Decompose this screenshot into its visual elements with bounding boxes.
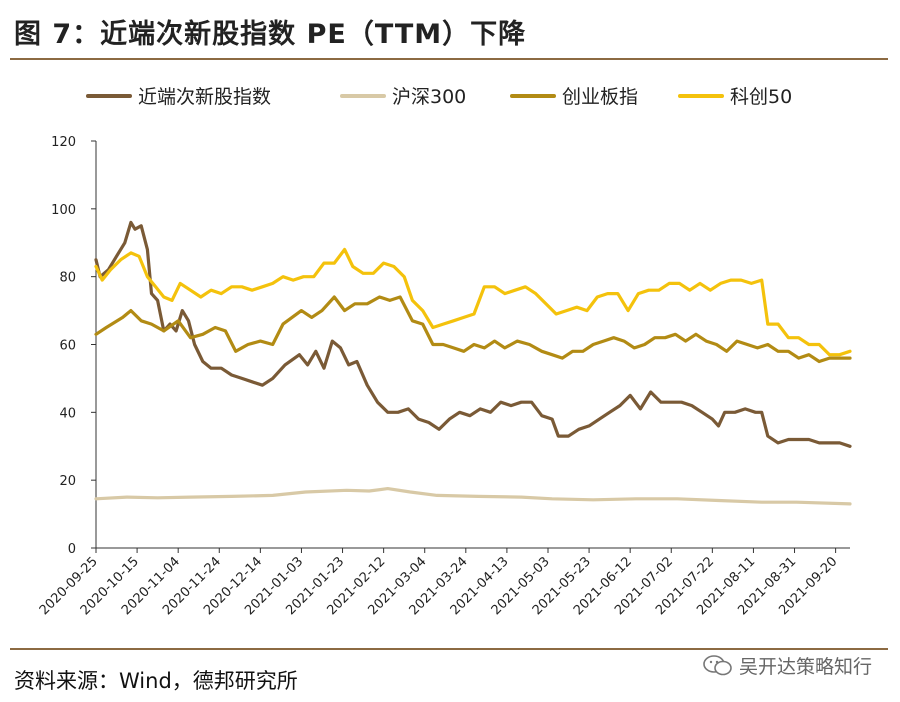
figure-header: 图 7：近端次新股指数 PE（TTM）下降 (0, 0, 900, 60)
legend-label-3: 创业板指 (562, 86, 638, 108)
series-line-4 (94, 247, 852, 357)
y-tick-label: 0 (68, 542, 76, 557)
series-line-2 (94, 487, 852, 506)
wechat-icon (703, 654, 732, 675)
y-tick-label: 120 (51, 135, 76, 150)
pe-line-chart: 0204060801001202020-09-252020-10-152020-… (37, 86, 852, 618)
watermark: 吴开达策略知行 (703, 652, 872, 679)
figure-title: 图 7：近端次新股指数 PE（TTM）下降 (14, 19, 527, 50)
y-tick-label: 20 (59, 474, 76, 489)
y-tick-label: 100 (51, 203, 76, 218)
footer-divider (10, 648, 888, 650)
source-note: 资料来源：Wind，德邦研究所 (14, 669, 298, 693)
title-divider (10, 58, 888, 60)
y-tick-label: 40 (59, 406, 76, 421)
series-line-3 (94, 295, 852, 364)
legend-label-1: 近端次新股指数 (138, 86, 271, 108)
watermark-text: 吴开达策略知行 (738, 656, 872, 678)
y-tick-label: 60 (59, 339, 76, 354)
y-tick-label: 80 (59, 271, 76, 286)
legend-label-2: 沪深300 (392, 86, 466, 108)
series-line-1 (94, 220, 852, 448)
legend-label-4: 科创50 (730, 86, 792, 108)
